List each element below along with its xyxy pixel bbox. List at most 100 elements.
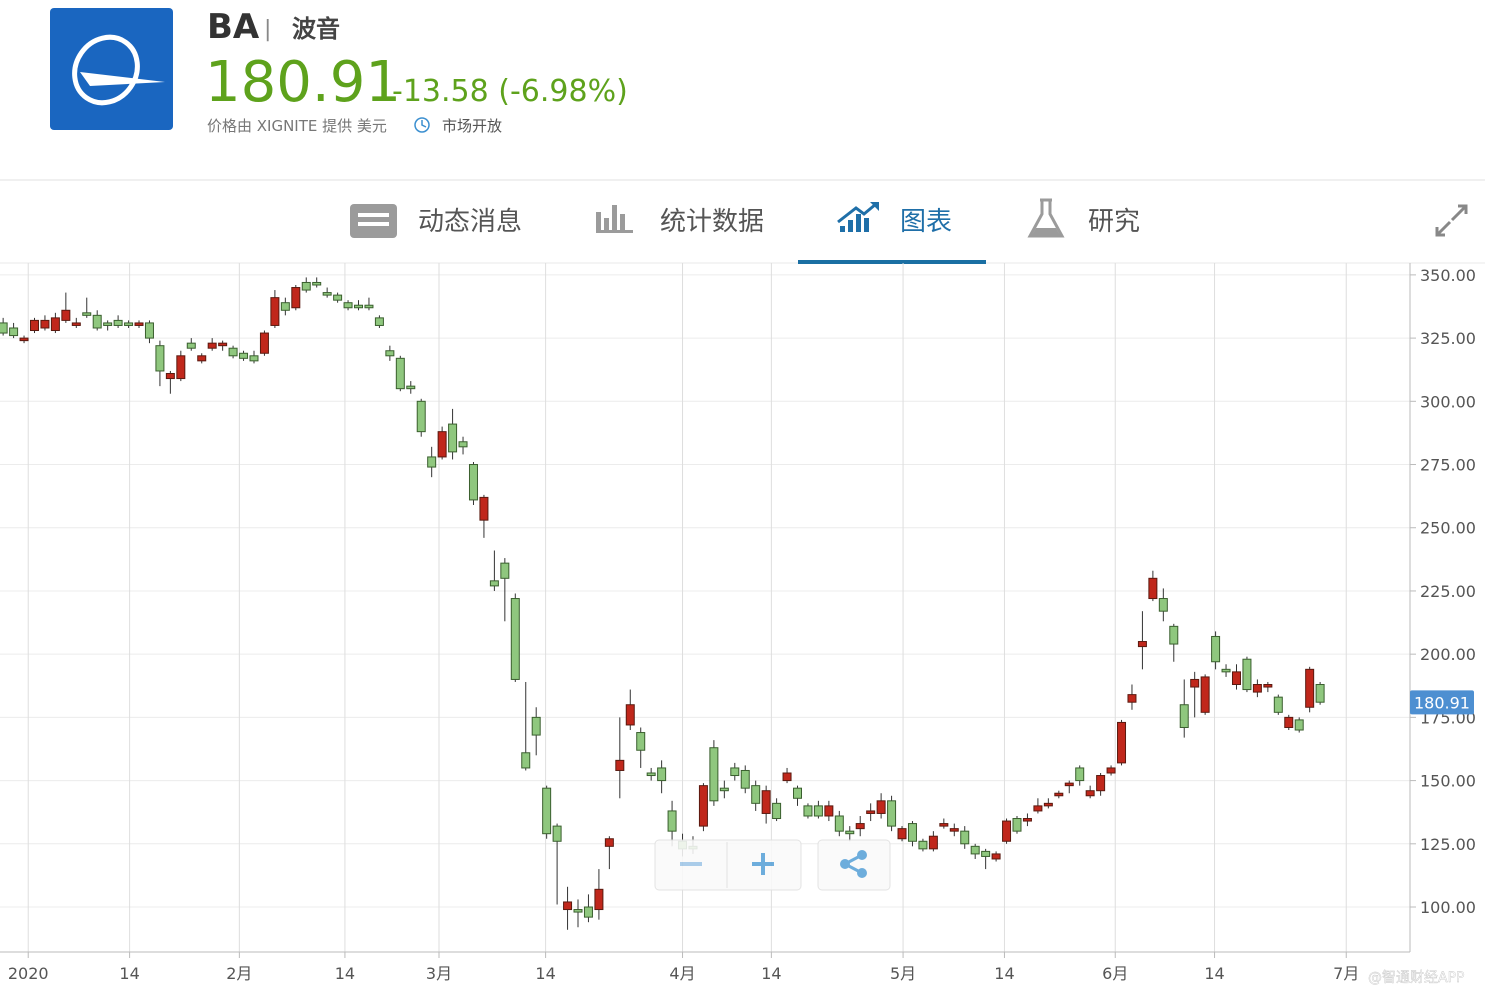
candle-body — [521, 752, 531, 769]
share-icon-dot — [840, 859, 850, 869]
candle-body — [782, 772, 792, 782]
research-icon-liquid — [1032, 228, 1060, 235]
x-tick-label: 14 — [1204, 964, 1224, 983]
chart-icon-bar — [840, 226, 845, 232]
y-tick-label: 250.00 — [1420, 519, 1476, 538]
candle-body — [594, 888, 604, 911]
zoom-in-button[interactable] — [752, 853, 774, 875]
candle-body — [291, 287, 301, 309]
watermark: @智通财经APP — [1368, 970, 1464, 986]
x-tick-label: 6月 — [1102, 964, 1128, 983]
active-tab-underline — [798, 260, 986, 264]
candle-body — [144, 322, 154, 339]
zoom-out-button[interactable] — [680, 862, 702, 866]
candle-body — [259, 332, 269, 354]
last-price-box — [1410, 690, 1474, 715]
candle-body — [176, 355, 186, 380]
expand-arrow[interactable] — [1450, 204, 1468, 222]
candle-body — [928, 835, 938, 850]
candle-body — [887, 800, 897, 827]
candle-body — [186, 342, 196, 349]
stats-bar — [612, 205, 617, 232]
chart-icon-bar — [864, 218, 869, 232]
candle-body — [1054, 792, 1064, 797]
candle-body — [1137, 641, 1147, 648]
candle-body — [1242, 658, 1252, 691]
candle-body — [531, 716, 541, 736]
x-tick-label: 14 — [335, 964, 355, 983]
y-tick-label: 275.00 — [1420, 456, 1476, 475]
candle-body — [1043, 802, 1053, 807]
candle-body — [1012, 818, 1022, 832]
zoom-buttons — [654, 839, 802, 891]
candle-body — [0, 322, 8, 334]
chart-icon-arrowhead — [870, 202, 879, 211]
candle-body — [793, 787, 803, 799]
candle-body — [113, 319, 123, 326]
candle-body — [197, 355, 207, 362]
candle-body — [165, 372, 175, 380]
expand-icon[interactable] — [1435, 204, 1468, 237]
candle-body — [343, 302, 353, 309]
candle-body — [1106, 767, 1116, 774]
y-tick-label: 300.00 — [1420, 392, 1476, 411]
candle-body — [1158, 598, 1168, 612]
candle-body — [103, 322, 113, 326]
candle-body — [1033, 805, 1043, 812]
candle-body — [761, 790, 771, 814]
candle-body — [1064, 782, 1074, 787]
clock-hand — [421, 120, 427, 128]
candle-body — [1200, 676, 1210, 713]
news-icon-line — [358, 213, 389, 217]
candle-body — [437, 431, 447, 458]
candle-body — [92, 314, 102, 329]
tab[interactable]: 动态消息 — [418, 207, 522, 237]
tab[interactable]: 研究 — [1088, 207, 1140, 237]
x-tick-label: 7月 — [1333, 964, 1359, 983]
candle-body — [9, 327, 19, 337]
candle-body — [374, 317, 384, 326]
candle-body — [312, 281, 322, 286]
x-tick-label: 4月 — [669, 964, 695, 983]
ticker: BA — [207, 7, 260, 47]
y-tick-label: 150.00 — [1420, 772, 1476, 791]
candle-body — [625, 704, 635, 726]
share-button[interactable] — [817, 839, 891, 891]
expand-arrow[interactable] — [1435, 220, 1452, 237]
candle-body — [563, 901, 573, 911]
candle-body — [824, 805, 834, 817]
tab[interactable]: 统计数据 — [660, 207, 764, 237]
candle-body — [207, 342, 217, 349]
stats-bar — [596, 212, 601, 232]
candle-body — [458, 441, 468, 448]
candle-body — [657, 767, 667, 782]
candle-body — [1305, 668, 1315, 708]
candle-body — [646, 772, 656, 777]
candle-body — [907, 823, 917, 842]
candle-body — [385, 350, 395, 357]
candle-body — [552, 825, 562, 842]
candle-body — [82, 312, 92, 316]
candle-body — [855, 823, 865, 830]
y-tick-label: 100.00 — [1420, 898, 1476, 917]
tabs: 动态消息 统计数据 图表 研究 — [418, 207, 1140, 237]
candle-body — [960, 830, 970, 845]
x-tick-label: 14 — [994, 964, 1014, 983]
candle-body — [719, 787, 729, 792]
separator: | — [264, 17, 271, 42]
candle-body — [155, 345, 165, 372]
candle-body — [1221, 668, 1231, 673]
candle-body — [845, 830, 855, 835]
tab[interactable]: 图表 — [900, 207, 952, 237]
candle-body — [395, 357, 405, 390]
x-tick-label: 2月 — [226, 964, 252, 983]
price-change: -13.58 (-6.98%) — [392, 74, 628, 109]
axes: 100.00125.00150.00175.00200.00225.00250.… — [0, 263, 1476, 983]
candle-body — [489, 580, 499, 587]
candle-body — [1002, 820, 1012, 842]
candle-body — [583, 906, 593, 918]
x-tick-label: 2020 — [8, 964, 49, 983]
candle-body — [1284, 716, 1294, 728]
chart-icon-bar — [848, 220, 853, 232]
